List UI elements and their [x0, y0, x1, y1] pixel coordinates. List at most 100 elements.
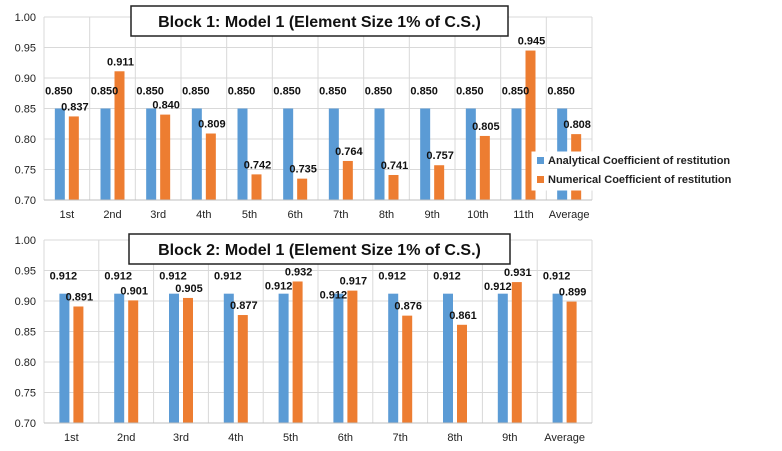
bar-analytical: [328, 108, 339, 200]
data-label-analytical: 0.912: [484, 281, 512, 293]
bar-numerical: [237, 315, 248, 423]
bar-numerical: [292, 281, 303, 423]
chart-title-box: [128, 233, 511, 265]
legend-swatch-analytical: [537, 157, 544, 164]
x-tick-label: 2nd: [117, 432, 135, 444]
data-label-analytical: 0.850: [273, 86, 301, 98]
bar-numerical: [402, 315, 413, 423]
bar-numerical: [511, 282, 522, 423]
data-label-analytical: 0.850: [45, 86, 73, 98]
y-tick-label: 1.00: [15, 12, 36, 24]
chart-title: Block 1: Model 1 (Element Size 1% of C.S…: [158, 14, 481, 31]
data-label-numerical: 0.876: [394, 301, 422, 313]
bar-numerical: [457, 324, 467, 423]
data-label-numerical: 0.899: [559, 287, 587, 299]
data-label-analytical: 0.912: [159, 271, 187, 283]
y-tick-label: 0.80: [15, 357, 36, 369]
data-label-analytical: 0.850: [319, 86, 347, 98]
bar-analytical: [54, 108, 65, 200]
bar-analytical: [497, 293, 508, 423]
data-label-numerical: 0.742: [244, 159, 272, 171]
data-label-numerical: 0.837: [61, 101, 89, 113]
y-tick-label: 1.00: [15, 235, 36, 247]
data-label-numerical: 0.901: [120, 285, 148, 297]
y-tick-label: 0.90: [15, 296, 36, 308]
bar-numerical: [525, 50, 536, 200]
y-tick-label: 0.95: [15, 43, 36, 55]
data-label-analytical: 0.912: [378, 271, 406, 283]
data-label-numerical: 0.905: [175, 283, 203, 295]
x-tick-label: 11th: [513, 209, 534, 221]
data-label-numerical: 0.917: [340, 276, 368, 288]
data-label-numerical: 0.911: [107, 56, 134, 68]
bar-numerical: [114, 71, 125, 200]
legend-label-numerical: Numerical Coefficient of restitution: [548, 174, 732, 186]
x-tick-label: 9th: [502, 432, 517, 444]
bar-numerical: [128, 300, 139, 423]
chart-title: Block 2: Model 1 (Element Size 1% of C.S…: [158, 242, 481, 259]
x-tick-label: 5th: [283, 432, 298, 444]
bar-analytical: [333, 293, 344, 423]
x-tick-label: 2nd: [103, 209, 121, 221]
x-tick-label: 3rd: [150, 209, 166, 221]
bar-analytical: [278, 293, 289, 423]
data-label-numerical: 0.840: [152, 100, 180, 112]
bar-analytical: [283, 108, 294, 200]
data-label-analytical: 0.850: [365, 86, 393, 98]
bar-analytical: [374, 108, 385, 200]
data-label-analytical: 0.912: [50, 271, 78, 283]
bar-numerical: [297, 178, 308, 200]
data-label-numerical: 0.741: [381, 160, 409, 172]
bar-analytical: [465, 108, 476, 200]
y-tick-label: 0.70: [15, 195, 36, 207]
data-label-numerical: 0.809: [198, 119, 226, 131]
x-tick-label: 6th: [288, 209, 303, 221]
x-tick-label: 5th: [242, 209, 257, 221]
data-label-analytical: 0.850: [547, 86, 575, 98]
bar-numerical: [73, 306, 84, 423]
y-tick-label: 0.80: [15, 134, 36, 146]
y-tick-label: 0.90: [15, 73, 36, 85]
bar-analytical: [100, 108, 111, 200]
x-tick-label: 7th: [393, 432, 408, 444]
data-label-analytical: 0.850: [91, 86, 119, 98]
bar-analytical: [59, 293, 70, 423]
data-label-numerical: 0.808: [563, 119, 591, 131]
bar-analytical: [191, 108, 202, 200]
bar-numerical: [566, 301, 577, 423]
bar-analytical: [223, 293, 234, 423]
bar-numerical: [434, 165, 445, 200]
x-tick-label: 4th: [228, 432, 243, 444]
x-tick-label: 1st: [64, 432, 79, 444]
data-label-analytical: 0.912: [433, 271, 461, 283]
data-label-numerical: 0.932: [285, 266, 313, 278]
data-label-analytical: 0.912: [543, 271, 571, 283]
data-label-analytical: 0.850: [410, 86, 438, 98]
x-tick-label: 9th: [425, 209, 440, 221]
legend-box: [531, 151, 781, 191]
data-label-numerical: 0.764: [335, 146, 363, 158]
data-label-numerical: 0.805: [472, 121, 500, 133]
data-label-analytical: 0.912: [265, 280, 293, 292]
bar-numerical: [160, 114, 171, 200]
chart-block-2: 0.70 0.75 0.80 0.85 0.90 0.95 1.00 0.912 0.891 1s…: [15, 233, 593, 444]
data-label-numerical: 0.891: [66, 291, 94, 303]
bar-analytical: [420, 108, 431, 200]
legend-swatch-numerical: [537, 176, 544, 183]
bar-analytical: [511, 108, 522, 200]
x-tick-label: 1st: [59, 209, 74, 221]
x-tick-label: 3rd: [173, 432, 189, 444]
data-label-numerical: 0.945: [518, 36, 546, 48]
y-tick-label: 0.85: [15, 327, 36, 339]
bar-analytical: [169, 293, 179, 423]
legend: Analytical Coefficient of restitution Nu…: [531, 151, 781, 191]
chart-title-box: [130, 5, 509, 37]
x-tick-label: 7th: [333, 209, 348, 221]
bar-numerical: [347, 290, 358, 423]
bar-analytical: [443, 293, 453, 423]
bar-numerical: [68, 116, 79, 200]
x-tick-label: Average: [544, 432, 585, 444]
x-tick-label: 10th: [467, 209, 488, 221]
data-label-analytical: 0.850: [136, 86, 164, 98]
